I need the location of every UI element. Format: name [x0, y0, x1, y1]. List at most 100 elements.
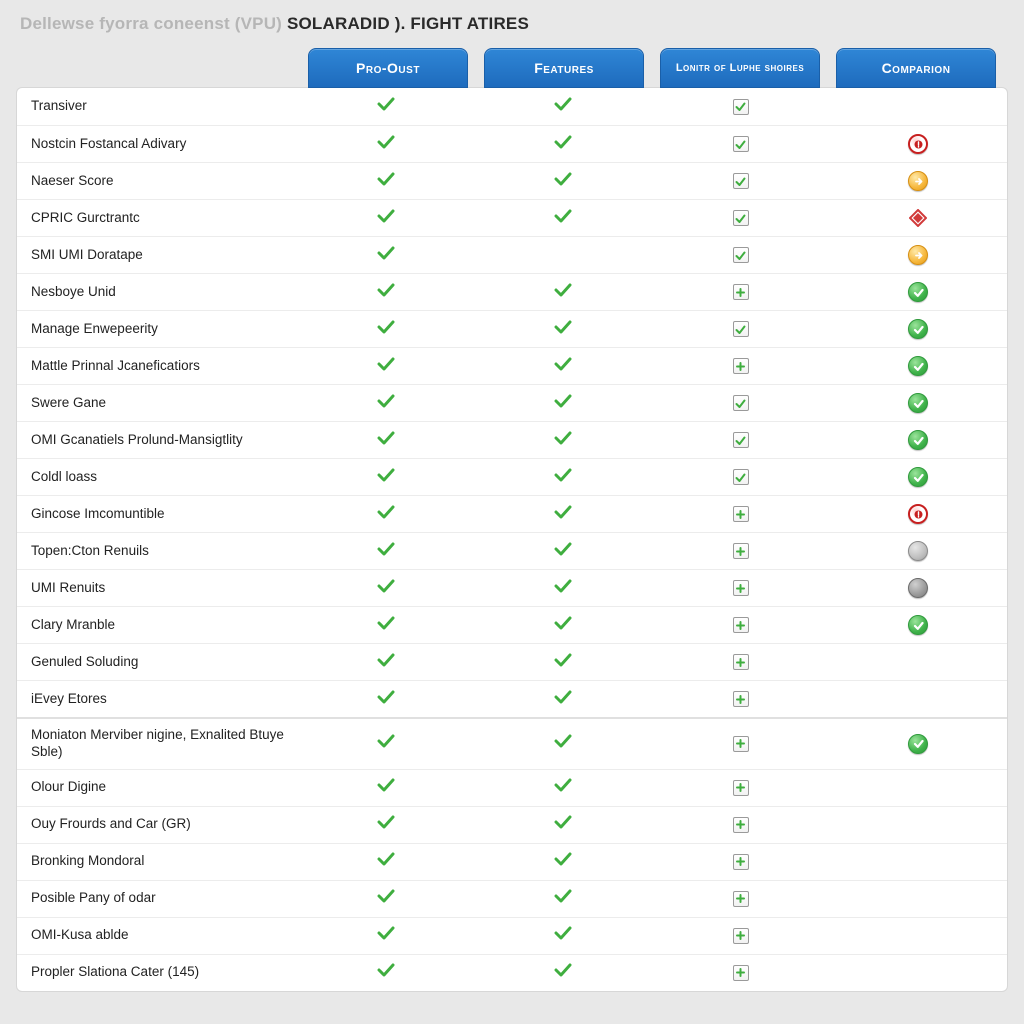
- cell-c1: [297, 887, 475, 910]
- status-ok-icon: [908, 467, 928, 487]
- status-ok-icon: [908, 393, 928, 413]
- cell-c1: [297, 732, 475, 755]
- cell-c1: [297, 961, 475, 984]
- cell-c1: [297, 133, 475, 156]
- cell-c2: [475, 887, 653, 910]
- feature-label: Naeser Score: [17, 165, 297, 198]
- check-icon: [554, 577, 572, 600]
- table-row: Bronking Mondoral: [17, 843, 1007, 880]
- cell-c3: [652, 965, 830, 981]
- feature-label: Moniaton Merviber nigine, Exnalited Btuy…: [17, 719, 297, 769]
- check-icon: [554, 170, 572, 193]
- table-row: Mattle Prinnal Jcaneficatiors: [17, 347, 1007, 384]
- tab-2[interactable]: Lonitr of Luphe shoires: [660, 48, 820, 88]
- cell-c4: [830, 504, 1008, 524]
- check-icon: [554, 429, 572, 452]
- checkbox-checked-icon: [733, 247, 749, 263]
- cell-c3: [652, 210, 830, 226]
- cell-c1: [297, 614, 475, 637]
- checkbox-plus-icon: [733, 284, 749, 300]
- cell-c3: [652, 736, 830, 752]
- cell-c3: [652, 358, 830, 374]
- check-icon: [377, 732, 395, 755]
- table-row: Ouy Frourds and Car (GR): [17, 806, 1007, 843]
- check-icon: [377, 688, 395, 711]
- feature-label: Ouy Frourds and Car (GR): [17, 808, 297, 841]
- table-row: Naeser Score: [17, 162, 1007, 199]
- cell-c3: [652, 469, 830, 485]
- checkbox-plus-icon: [733, 780, 749, 796]
- table-row: Propler Slationa Cater (145): [17, 954, 1007, 991]
- checkbox-checked-icon: [733, 321, 749, 337]
- check-icon: [377, 577, 395, 600]
- table-row: UMI Renuits: [17, 569, 1007, 606]
- cell-c1: [297, 392, 475, 415]
- tab-1[interactable]: Features: [484, 48, 644, 88]
- check-icon: [554, 688, 572, 711]
- check-icon: [554, 355, 572, 378]
- cell-c4: [830, 319, 1008, 339]
- cell-c3: [652, 691, 830, 707]
- check-icon: [377, 540, 395, 563]
- table-row: Coldl loass: [17, 458, 1007, 495]
- check-icon: [377, 244, 395, 267]
- table-row: Clary Mranble: [17, 606, 1007, 643]
- cell-c2: [475, 924, 653, 947]
- check-icon: [554, 961, 572, 984]
- table-row: Nesboye Unid: [17, 273, 1007, 310]
- status-ok-icon: [908, 356, 928, 376]
- cell-c3: [652, 136, 830, 152]
- cell-c4: [830, 467, 1008, 487]
- cell-c3: [652, 928, 830, 944]
- check-icon: [554, 887, 572, 910]
- status-diamond-icon: [909, 209, 927, 227]
- checkbox-plus-icon: [733, 617, 749, 633]
- check-icon: [377, 318, 395, 341]
- check-icon: [377, 207, 395, 230]
- cell-c3: [652, 284, 830, 300]
- feature-label: SMI UMI Doratape: [17, 239, 297, 272]
- checkbox-checked-icon: [733, 395, 749, 411]
- cell-c3: [652, 617, 830, 633]
- cell-c2: [475, 355, 653, 378]
- cell-c3: [652, 506, 830, 522]
- tab-3[interactable]: Comparion: [836, 48, 996, 88]
- table-row: Nostcin Fostancal Adivary: [17, 125, 1007, 162]
- cell-c1: [297, 95, 475, 118]
- table-row: OMI-Kusa ablde: [17, 917, 1007, 954]
- table-row: Posible Pany of odar: [17, 880, 1007, 917]
- table-row: Topen:Cton Renuils: [17, 532, 1007, 569]
- cell-c4: [830, 356, 1008, 376]
- tab-0[interactable]: Pro-Oust: [308, 48, 468, 88]
- check-icon: [554, 732, 572, 755]
- cell-c1: [297, 318, 475, 341]
- cell-c1: [297, 466, 475, 489]
- status-warn-icon: [908, 245, 928, 265]
- cell-c3: [652, 432, 830, 448]
- cell-c2: [475, 95, 653, 118]
- cell-c1: [297, 170, 475, 193]
- checkbox-checked-icon: [733, 99, 749, 115]
- checkbox-checked-icon: [733, 136, 749, 152]
- cell-c2: [475, 688, 653, 711]
- check-icon: [377, 614, 395, 637]
- check-icon: [554, 813, 572, 836]
- feature-label: Transiver: [17, 90, 297, 123]
- cell-c1: [297, 503, 475, 526]
- status-ok-icon: [908, 734, 928, 754]
- cell-c3: [652, 173, 830, 189]
- cell-c2: [475, 318, 653, 341]
- check-icon: [377, 281, 395, 304]
- cell-c1: [297, 281, 475, 304]
- cell-c3: [652, 395, 830, 411]
- cell-c4: [830, 171, 1008, 191]
- status-neutral-icon: [908, 541, 928, 561]
- cell-c2: [475, 614, 653, 637]
- cell-c2: [475, 503, 653, 526]
- cell-c1: [297, 244, 475, 267]
- cell-c4: [830, 578, 1008, 598]
- tabs-spacer: [20, 48, 300, 88]
- feature-label: Posible Pany of odar: [17, 882, 297, 915]
- table-row: CPRIC Gurctrantc: [17, 199, 1007, 236]
- cell-c1: [297, 776, 475, 799]
